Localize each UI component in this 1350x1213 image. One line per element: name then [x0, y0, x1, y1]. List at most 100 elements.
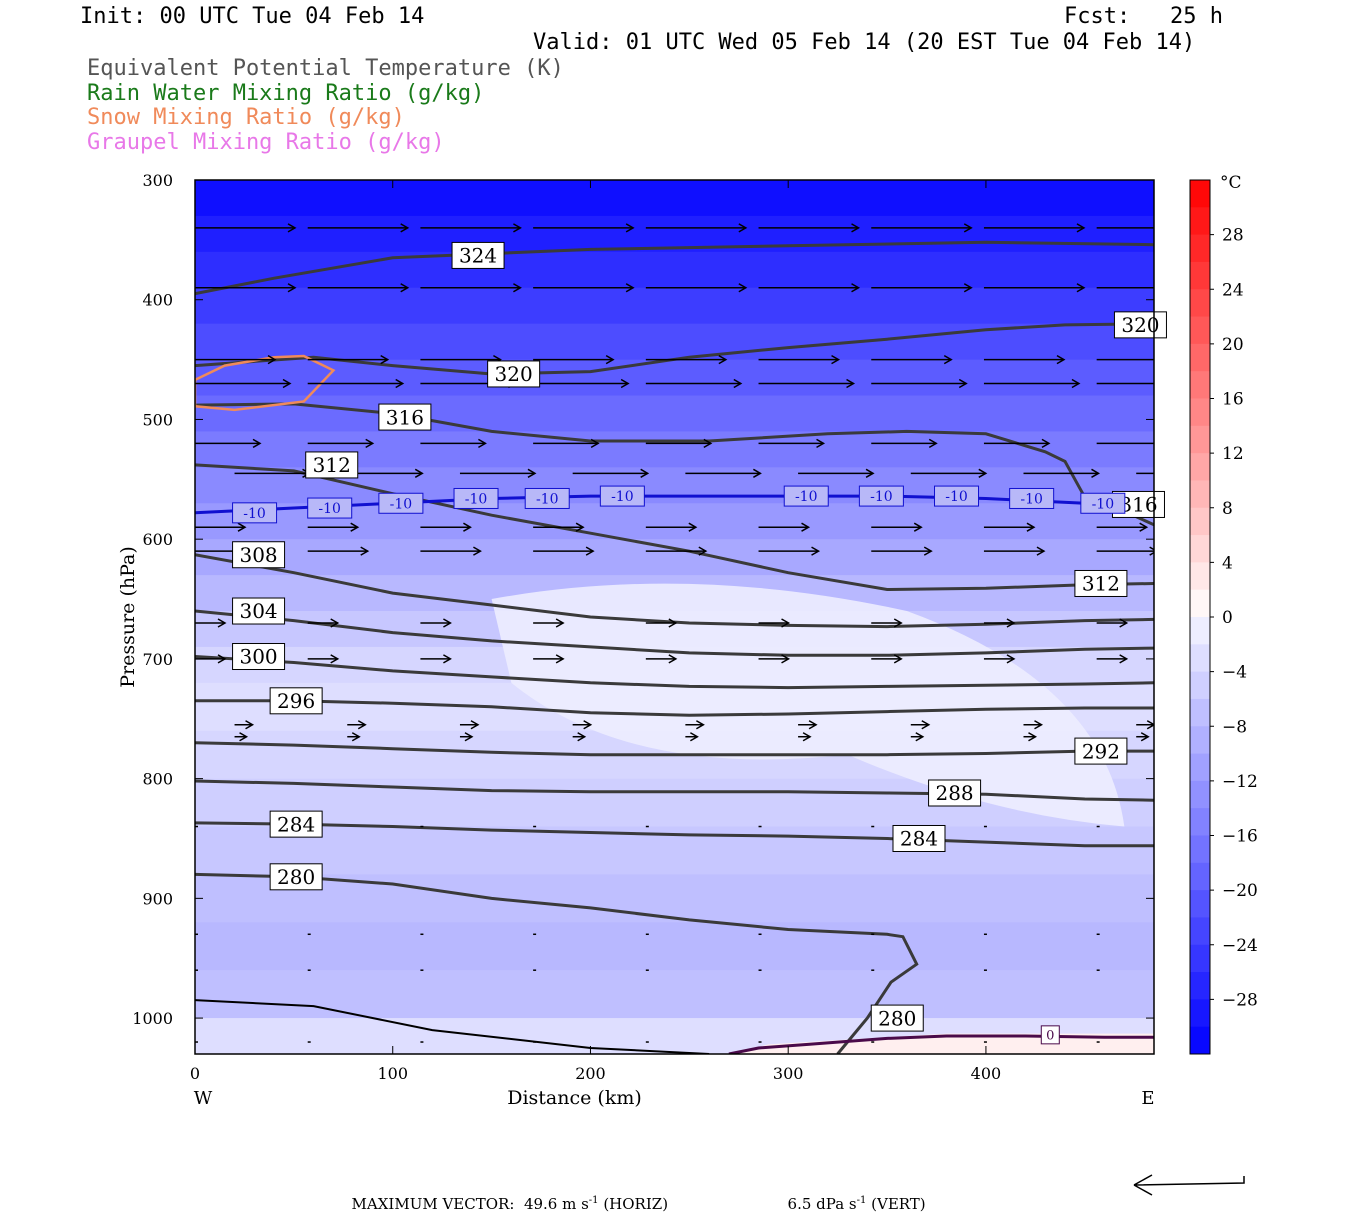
theta-e-contour [195, 553, 1154, 629]
isotherm-label: -10 [232, 502, 278, 524]
y-tick-label: 400 [142, 291, 173, 310]
colorbar-segment [1190, 753, 1210, 782]
svg-text:312: 312 [1082, 572, 1120, 596]
svg-text:-10: -10 [945, 489, 968, 505]
wind-vector [307, 546, 370, 556]
wind-vector [420, 618, 452, 628]
wind-vector [983, 654, 1016, 664]
colorbar-segment [1190, 808, 1210, 836]
wind-vector [572, 720, 593, 730]
svg-text:-10: -10 [318, 501, 341, 517]
theta-e-label: 320 [487, 360, 541, 388]
theta-e-label: 308 [232, 541, 286, 569]
colorbar-tick-label: 20 [1222, 335, 1244, 355]
svg-text:320: 320 [495, 362, 533, 386]
svg-text:284: 284 [277, 812, 315, 836]
colorbar-segment [1190, 862, 1210, 891]
wind-vector [798, 468, 875, 478]
theta-e-label: 284 [892, 824, 946, 852]
warm-region [491, 583, 1125, 827]
svg-text:-10: -10 [243, 506, 266, 522]
wind-vector [307, 522, 360, 532]
wind-vector [645, 223, 748, 233]
legend-graupel: Graupel Mixing Ratio (g/kg) [87, 130, 445, 155]
wind-vector [983, 438, 1051, 449]
svg-text:308: 308 [239, 543, 277, 567]
wind-vector [195, 522, 247, 532]
wind-vector [307, 654, 340, 664]
theta-e-contour [195, 609, 1154, 657]
svg-text:-10: -10 [390, 496, 413, 512]
vert-exp: -1 [856, 1195, 867, 1206]
colorbar-segment [1190, 617, 1210, 645]
y-tick-label: 500 [142, 410, 173, 429]
wind-vector [533, 522, 585, 532]
vert-value: 6.5 dPa s [787, 1195, 857, 1213]
wind-vector [871, 654, 903, 664]
svg-text:304: 304 [239, 599, 277, 623]
temp-band [195, 970, 1154, 1020]
colorbar-segment [1190, 261, 1210, 290]
svg-text:288: 288 [935, 781, 973, 805]
isotherm-label: -10 [934, 485, 980, 507]
wind-vector [420, 223, 522, 233]
wind-vector [758, 654, 791, 664]
colorbar-tick-label: −4 [1222, 663, 1247, 683]
y-tick-label: 600 [142, 530, 173, 549]
theta-e-contour [195, 741, 1154, 757]
y-tick-label: 800 [142, 770, 173, 789]
isotherm-label: -10 [1009, 487, 1055, 509]
wind-vector [645, 654, 678, 664]
svg-text:280: 280 [277, 865, 315, 889]
init-time: Init: 00 UTC Tue 04 Feb 14 [80, 4, 425, 29]
theta-e-contour [195, 699, 1154, 717]
colorbar-tick-label: −8 [1222, 717, 1247, 737]
wind-vector [195, 378, 292, 389]
snow-contour [195, 354, 336, 412]
isotherm-label: -10 [1080, 492, 1126, 514]
horiz-exp: -1 [588, 1195, 599, 1206]
x-tick-label: 100 [377, 1064, 408, 1083]
colorbar-tick-label: −12 [1222, 772, 1258, 792]
wind-vector [195, 438, 262, 449]
theta-e-contour [195, 779, 1154, 802]
theta-e-contour [195, 655, 1154, 690]
wind-vector [645, 522, 698, 532]
wind-vector [871, 438, 938, 449]
wind-vector [1136, 472, 1154, 475]
wind-vector [910, 732, 925, 742]
wind-vector [871, 223, 973, 233]
svg-text:0: 0 [1046, 1029, 1054, 1044]
wind-vector [1096, 227, 1154, 229]
colorbar-segment [1190, 425, 1210, 454]
wind-vector [798, 720, 818, 730]
theta-e-label: 312 [1074, 569, 1128, 597]
isotherm-label: -10 [453, 487, 499, 509]
colorbar-tick-label: −20 [1222, 881, 1258, 901]
colorbar-unit: °C [1220, 173, 1242, 193]
wind-vector [234, 732, 249, 742]
west-label: W [194, 1088, 213, 1109]
colorbar-tick-label: 0 [1222, 608, 1233, 628]
wind-vector [234, 720, 255, 730]
wind-vector [195, 223, 297, 233]
theta-e-label: 284 [269, 810, 323, 838]
valid-time: Valid: 01 UTC Wed 05 Feb 14 (20 EST Tue … [533, 30, 1196, 55]
plot-frame [194, 179, 1155, 1055]
isotherm-label: -10 [783, 485, 829, 507]
colorbar-segment [1190, 944, 1210, 973]
max-vector-text: MAXIMUM VECTOR: 49.6 m s-1 (HORIZ) [342, 1177, 669, 1213]
colorbar-segment [1190, 371, 1210, 399]
wind-vector [533, 378, 630, 389]
wind-vector [645, 378, 743, 389]
colorbar-segment [1190, 589, 1210, 618]
wind-vector [347, 468, 424, 478]
wind-vector [871, 283, 973, 293]
wind-vector [983, 378, 1081, 389]
wind-vector [307, 378, 405, 389]
wind-vector [983, 522, 1036, 532]
isotherm-label: -10 [307, 497, 353, 519]
wind-vector [983, 354, 1066, 365]
theta-e-label: 320 [1113, 311, 1167, 339]
